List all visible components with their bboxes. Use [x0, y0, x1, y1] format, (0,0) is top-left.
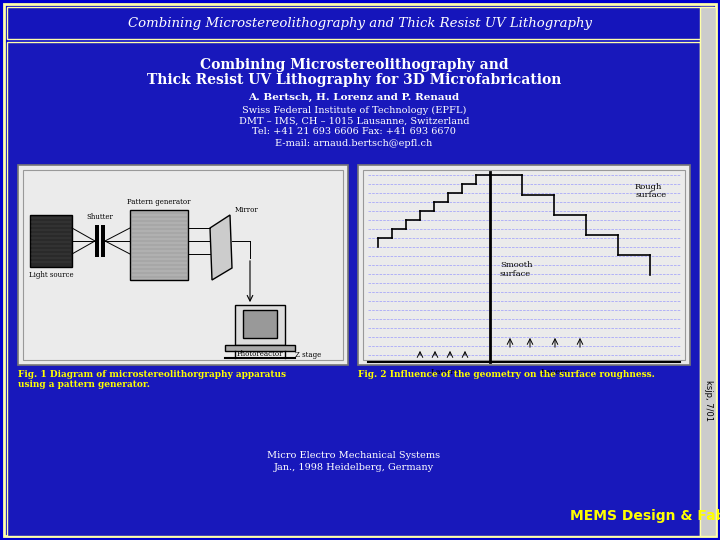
Text: Mirror: Mirror	[235, 206, 258, 214]
Text: Layers: Layers	[431, 368, 459, 376]
Bar	[23, 170, 343, 360]
Text: surface: surface	[635, 191, 666, 199]
Bar	[7, 7, 713, 39]
Bar	[95, 225, 99, 257]
Text: Swiss Federal Institute of Technology (EPFL): Swiss Federal Institute of Technology (E…	[242, 105, 466, 114]
Bar	[225, 345, 295, 351]
Bar	[358, 165, 690, 365]
Text: Smooth: Smooth	[500, 261, 533, 269]
Text: using a pattern generator.: using a pattern generator.	[18, 380, 150, 389]
Bar	[243, 310, 277, 338]
Text: Jan., 1998 Heidelberg, Germany: Jan., 1998 Heidelberg, Germany	[274, 463, 434, 472]
Bar	[700, 7, 716, 536]
Text: DMT – IMS, CH – 1015 Lausanne, Switzerland: DMT – IMS, CH – 1015 Lausanne, Switzerla…	[239, 117, 469, 125]
Text: Fig. 1 Diagram of microstereolithorgraphy apparatus: Fig. 1 Diagram of microstereolithorgraph…	[18, 370, 286, 379]
Bar	[101, 225, 105, 257]
Text: A. Bertsch, H. Lorenz and P. Renaud: A. Bertsch, H. Lorenz and P. Renaud	[248, 92, 459, 102]
Text: Combining Microstereolithography and Thick Resist UV Lithography: Combining Microstereolithography and Thi…	[128, 17, 592, 30]
Text: Combining Microstereolithography and: Combining Microstereolithography and	[199, 58, 508, 72]
Text: Photoreactor: Photoreactor	[237, 350, 283, 358]
Text: Rough: Rough	[635, 183, 662, 191]
Bar	[130, 210, 188, 280]
Bar	[30, 215, 72, 267]
Bar	[363, 170, 685, 360]
Bar	[235, 305, 285, 345]
Text: MEMS Design & Fab: MEMS Design & Fab	[570, 509, 720, 523]
Text: Z stage: Z stage	[295, 351, 321, 359]
Text: E-mail: arnaud.bertsch@epfl.ch: E-mail: arnaud.bertsch@epfl.ch	[275, 138, 433, 147]
Text: ksjp, 7/01: ksjp, 7/01	[703, 380, 713, 421]
Text: Layers: Layers	[541, 368, 570, 376]
Text: Light source: Light source	[29, 271, 73, 279]
Bar	[7, 7, 713, 39]
Bar	[700, 7, 716, 536]
Text: surface: surface	[500, 270, 531, 278]
Text: Shutter: Shutter	[86, 213, 114, 221]
Polygon shape	[210, 215, 232, 280]
Text: Pattern generator: Pattern generator	[127, 198, 191, 206]
Text: Tel: +41 21 693 6606 Fax: +41 693 6670: Tel: +41 21 693 6606 Fax: +41 693 6670	[252, 127, 456, 137]
Text: Micro Electro Mechanical Systems: Micro Electro Mechanical Systems	[267, 450, 441, 460]
Text: Fig. 2 Influence of the geometry on the surface roughness.: Fig. 2 Influence of the geometry on the …	[358, 370, 655, 379]
Text: Thick Resist UV Lithography for 3D Microfabrication: Thick Resist UV Lithography for 3D Micro…	[147, 73, 561, 87]
Bar	[18, 165, 348, 365]
